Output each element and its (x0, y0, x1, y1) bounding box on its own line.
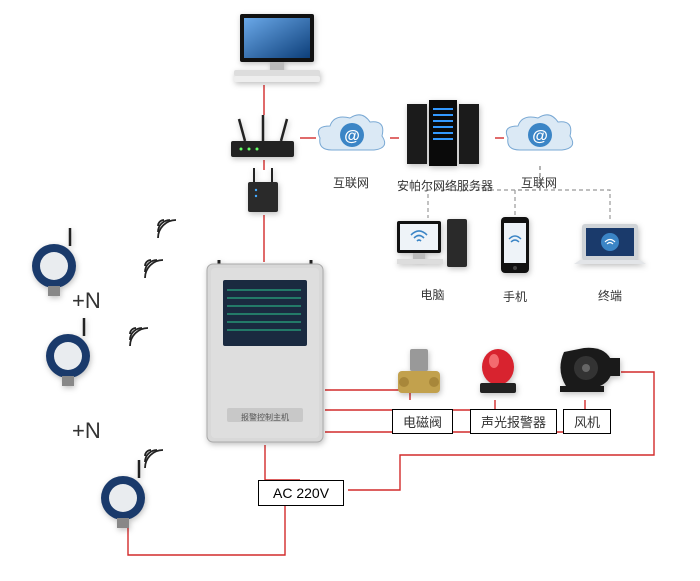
alarm-label: 声光报警器 (470, 409, 557, 434)
valve-label: 电磁阀 (392, 409, 453, 434)
client-phone: 手机 (495, 215, 535, 305)
gas-sensor-3 (93, 460, 153, 537)
gas-sensor-2 (38, 318, 98, 395)
fan-label: 风机 (563, 409, 611, 434)
blower-fan: 风机 (552, 340, 622, 434)
svg-text:@: @ (344, 128, 360, 145)
client-laptop: 终端 (570, 220, 650, 304)
internet-right-label: 互联网 (500, 174, 578, 191)
internet-cloud-right: @ 互联网 (500, 110, 578, 191)
laptop-label: 终端 (570, 287, 650, 304)
client-pc: 电脑 (395, 215, 470, 303)
internet-left-label: 互联网 (312, 174, 390, 191)
phone-label: 手机 (495, 288, 535, 305)
desktop-monitor-top (232, 10, 322, 90)
power-label: AC 220V (258, 480, 344, 506)
alarm-controller-host: 报警控制主机 (205, 260, 325, 450)
plus-n-1: +N (72, 288, 101, 314)
network-modem (244, 168, 282, 221)
wifi-router (225, 115, 300, 168)
internet-cloud-left: @ 互联网 (312, 110, 390, 191)
audible-visual-alarm: 声光报警器 (470, 345, 525, 434)
svg-text:@: @ (532, 128, 548, 145)
server-label: 安帕尔网络服务器 (395, 177, 495, 194)
power-supply: AC 220V (258, 480, 344, 506)
plus-n-2: +N (72, 418, 101, 444)
network-server: 安帕尔网络服务器 (395, 100, 495, 194)
controller-badge: 报警控制主机 (205, 412, 325, 423)
pc-label: 电脑 (395, 286, 470, 303)
solenoid-valve: 电磁阀 (392, 345, 447, 434)
